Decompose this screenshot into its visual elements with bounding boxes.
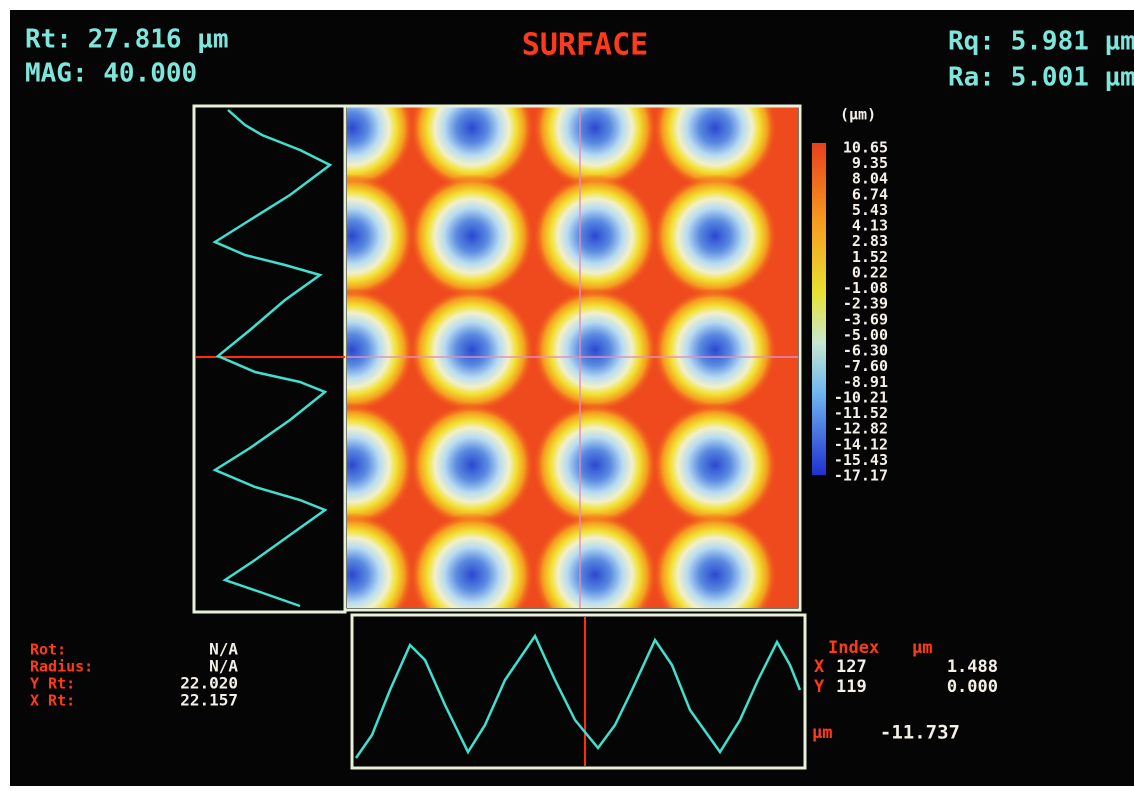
dimple xyxy=(410,174,534,298)
dimple xyxy=(533,403,657,527)
rq: Rq: 5.981 µm xyxy=(948,27,1134,57)
depth-value: -11.737 xyxy=(880,722,960,744)
readout-label: Y Rt: xyxy=(30,675,75,693)
ra: Ra: 5.001 µm xyxy=(948,63,1134,93)
unit-header: µm xyxy=(912,638,932,658)
dimple xyxy=(653,288,777,412)
color-bar xyxy=(812,143,826,475)
dimple xyxy=(533,174,657,298)
cursor-index: 119 xyxy=(836,677,867,697)
dimple xyxy=(410,403,534,527)
dimple xyxy=(653,174,777,298)
readout-label: Rot: xyxy=(30,641,66,659)
cursor-axis: X xyxy=(814,657,825,677)
cursor-value: 1.488 xyxy=(947,657,998,677)
scale-unit: (µm) xyxy=(840,106,876,124)
readout-label: Radius: xyxy=(30,658,93,676)
cursor-axis: Y xyxy=(814,677,825,697)
readout-value: 22.157 xyxy=(180,691,238,710)
height-map xyxy=(290,66,798,637)
mag: MAG: 40.000 xyxy=(25,59,197,89)
cursor-index: 127 xyxy=(836,657,867,677)
index-header: Index xyxy=(828,638,879,658)
dimple xyxy=(533,288,657,412)
scale-label: -17.17 xyxy=(834,467,888,485)
rt: Rt: 27.816 µm xyxy=(25,25,229,55)
cursor-value: 0.000 xyxy=(947,677,998,697)
depth-unit: µm xyxy=(812,723,832,743)
readout-label: X Rt: xyxy=(30,692,75,710)
title: SURFACE xyxy=(522,28,648,63)
dimple xyxy=(653,403,777,527)
dimple xyxy=(410,288,534,412)
screen: Rt: 27.816 µm MAG: 40.000 SURFACE Rq: 5.… xyxy=(0,0,1134,791)
